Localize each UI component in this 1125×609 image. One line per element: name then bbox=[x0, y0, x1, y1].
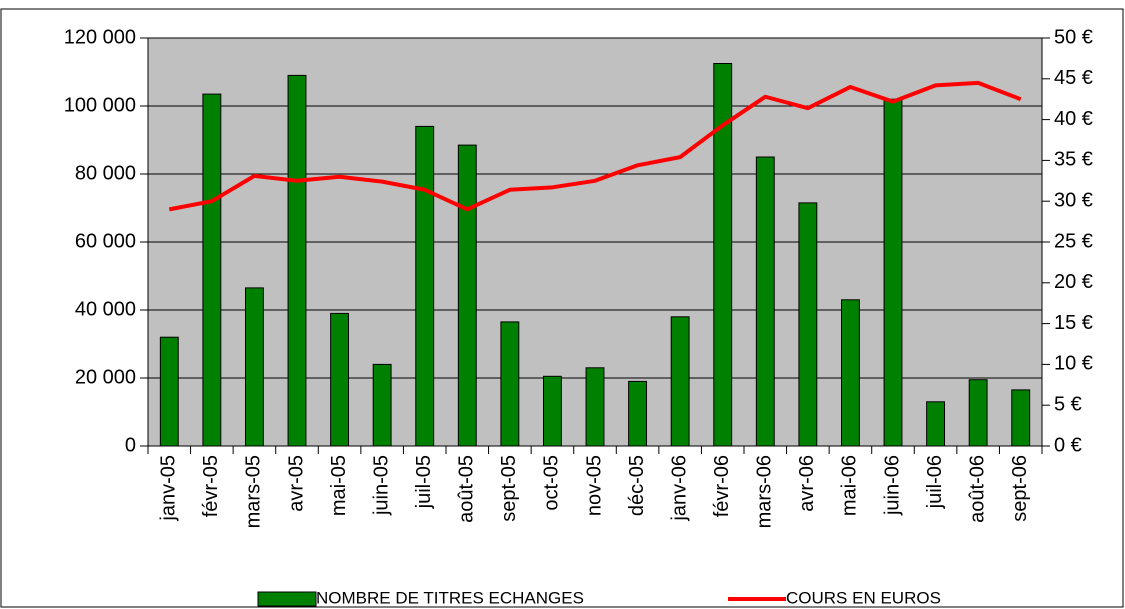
x-tick-label: mai-05 bbox=[328, 455, 350, 516]
bar bbox=[330, 312, 350, 447]
bar bbox=[798, 202, 818, 447]
plot-border bbox=[147, 37, 1043, 447]
y2-tick-label: 15 € bbox=[1054, 312, 1093, 334]
legend-label: COURS EN EUROS bbox=[786, 588, 941, 607]
y2-tick-label: 40 € bbox=[1054, 108, 1093, 130]
bar bbox=[415, 125, 435, 447]
x-tick-label: juil-05 bbox=[413, 455, 435, 509]
y2-tick-label: 45 € bbox=[1054, 67, 1093, 89]
x-tick-label: janv-05 bbox=[158, 455, 180, 522]
y2-tick-label: 30 € bbox=[1054, 189, 1093, 211]
bar bbox=[372, 363, 392, 447]
x-tick-label: juin-06 bbox=[881, 455, 903, 516]
x-tick-label: févr-05 bbox=[200, 455, 222, 517]
x-tick-label: janv-06 bbox=[668, 455, 690, 522]
bar bbox=[883, 98, 903, 447]
y2-tick-label: 20 € bbox=[1054, 271, 1093, 293]
bar bbox=[968, 379, 988, 447]
x-tick-label: févr-06 bbox=[711, 455, 733, 517]
x-tick-label: nov-05 bbox=[583, 455, 605, 516]
y2-tick-label: 25 € bbox=[1054, 230, 1093, 252]
y-tick-label: 40 000 bbox=[75, 298, 136, 320]
bar bbox=[202, 93, 222, 447]
x-tick-label: juin-05 bbox=[370, 455, 392, 516]
x-tick-label: sept-05 bbox=[498, 455, 520, 522]
bar bbox=[500, 321, 520, 447]
bar bbox=[670, 316, 690, 447]
x-tick-label: août-05 bbox=[456, 455, 478, 523]
bar bbox=[585, 367, 605, 447]
y2-tick-label: 35 € bbox=[1054, 149, 1093, 171]
y-tick-label: 20 000 bbox=[75, 366, 136, 388]
bar bbox=[287, 74, 307, 447]
x-tick-label: sept-06 bbox=[1009, 455, 1031, 522]
bar bbox=[457, 144, 477, 447]
legend-label: NOMBRE DE TITRES ECHANGES bbox=[316, 588, 584, 607]
x-tick-label: déc-05 bbox=[626, 455, 648, 516]
x-tick-label: mai-06 bbox=[839, 455, 861, 516]
y2-tick-label: 10 € bbox=[1054, 353, 1093, 375]
line bbox=[168, 80, 1022, 212]
y-tick-label: 120 000 bbox=[64, 26, 136, 48]
bar bbox=[628, 380, 648, 447]
bar bbox=[755, 156, 775, 447]
y2-tick-label: 5 € bbox=[1054, 393, 1082, 415]
x-tick-label: mars-05 bbox=[243, 455, 265, 528]
bar bbox=[840, 299, 860, 447]
bar bbox=[542, 375, 562, 447]
y-tick-label: 60 000 bbox=[75, 230, 136, 252]
y2-tick-label: 50 € bbox=[1054, 26, 1093, 48]
bar bbox=[1011, 389, 1031, 447]
x-tick-label: oct-05 bbox=[541, 455, 563, 511]
x-tick-label: mars-06 bbox=[754, 455, 776, 528]
x-tick-label: avr-05 bbox=[285, 455, 307, 512]
legend-swatch bbox=[257, 591, 317, 607]
x-tick-label: août-06 bbox=[966, 455, 988, 523]
y-tick-label: 80 000 bbox=[75, 162, 136, 184]
x-tick-label: juil-06 bbox=[924, 455, 946, 509]
y2-tick-label: 0 € bbox=[1054, 434, 1082, 456]
bar bbox=[159, 336, 179, 447]
bar bbox=[244, 287, 264, 447]
y-tick-label: 100 000 bbox=[64, 94, 136, 116]
x-tick-label: avr-06 bbox=[796, 455, 818, 512]
bar bbox=[926, 401, 946, 447]
y-tick-label: 0 bbox=[125, 434, 136, 456]
